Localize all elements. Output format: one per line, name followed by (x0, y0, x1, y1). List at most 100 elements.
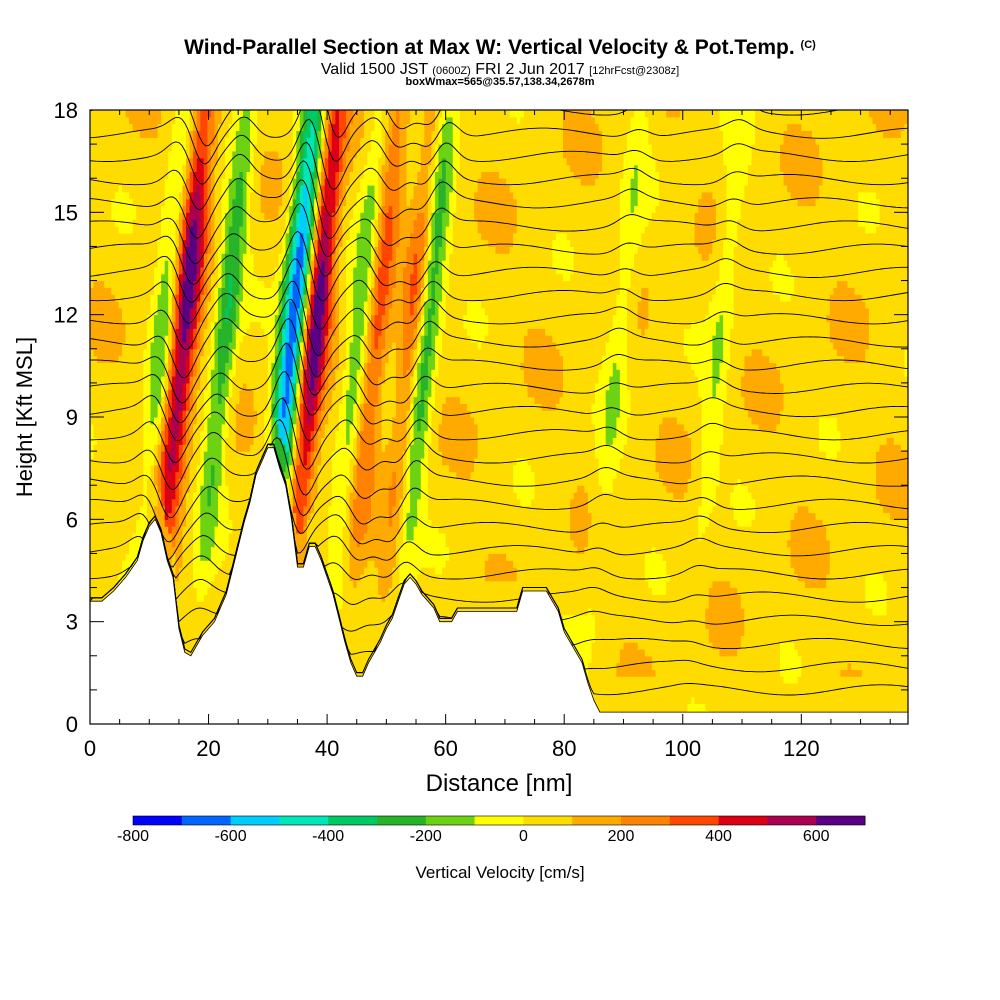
w-cell (207, 116, 212, 125)
w-cell (107, 355, 112, 363)
w-cell (282, 246, 287, 254)
w-cell (161, 137, 166, 145)
w-cell (111, 546, 116, 554)
w-cell (221, 301, 226, 309)
w-cell (193, 553, 198, 561)
w-cell (278, 457, 283, 466)
w-cell (257, 355, 262, 363)
w-cell (264, 226, 269, 234)
w-cell (196, 150, 201, 159)
w-cell (246, 362, 251, 370)
w-cell (264, 280, 269, 288)
w-cell (210, 116, 216, 125)
w-cell (139, 485, 144, 493)
w-cell (178, 382, 184, 391)
w-cell (161, 464, 166, 473)
w-cell (164, 512, 169, 520)
w-cell (143, 280, 148, 288)
w-cell (253, 314, 258, 323)
w-cell (228, 437, 233, 445)
w-cell (207, 335, 212, 343)
w-cell (200, 212, 205, 220)
w-cell (250, 314, 255, 323)
w-cell (182, 369, 187, 377)
w-cell (274, 314, 280, 323)
w-cell (175, 369, 180, 377)
w-cell (250, 389, 255, 398)
w-cell (136, 348, 141, 357)
w-cell (267, 307, 272, 316)
w-cell (93, 587, 98, 595)
w-cell (107, 382, 112, 391)
w-cell (196, 253, 201, 261)
w-cell (210, 164, 216, 172)
w-cell (111, 560, 116, 568)
w-cell (282, 185, 287, 193)
w-cell (111, 355, 116, 363)
w-cell (228, 478, 233, 486)
w-cell (154, 348, 159, 357)
w-cell (178, 608, 184, 616)
w-cell (225, 273, 230, 282)
w-cell (150, 355, 155, 363)
w-cell (246, 280, 251, 288)
w-cell (253, 266, 258, 275)
w-cell (157, 492, 162, 500)
w-cell (278, 430, 283, 438)
w-cell (257, 232, 262, 241)
w-cell (210, 587, 216, 595)
w-cell (118, 219, 123, 227)
w-cell (157, 301, 162, 309)
w-cell (282, 471, 287, 479)
w-cell (186, 417, 191, 425)
w-cell (200, 246, 205, 254)
w-cell (90, 580, 95, 589)
w-cell (132, 498, 137, 507)
w-cell (171, 546, 176, 554)
w-cell (225, 362, 230, 370)
w-cell (132, 451, 137, 459)
w-cell (271, 246, 276, 254)
w-cell (175, 164, 180, 172)
w-cell (154, 430, 159, 438)
w-cell (257, 137, 262, 145)
w-cell (143, 191, 148, 200)
w-cell (214, 492, 219, 500)
w-cell (168, 226, 173, 234)
w-cell (200, 205, 205, 213)
w-cell (104, 185, 109, 193)
w-cell (200, 314, 205, 323)
w-cell (214, 348, 219, 357)
w-cell (107, 137, 112, 145)
w-cell (228, 369, 233, 377)
w-cell (107, 232, 112, 241)
w-cell (161, 457, 166, 466)
w-cell (93, 232, 98, 241)
w-cell (253, 171, 258, 179)
w-cell (282, 348, 287, 357)
w-cell (193, 451, 198, 459)
w-cell (164, 260, 169, 268)
w-cell (260, 403, 265, 411)
w-cell (93, 314, 98, 323)
w-cell (107, 328, 112, 336)
w-cell (282, 307, 287, 316)
w-cell (260, 137, 265, 145)
w-cell (139, 137, 144, 145)
w-cell (232, 198, 237, 207)
w-cell (225, 342, 230, 350)
w-cell (93, 205, 98, 213)
w-cell (104, 226, 109, 234)
w-cell (168, 451, 173, 459)
w-cell (111, 116, 116, 125)
w-cell (122, 423, 127, 432)
w-cell (97, 314, 102, 323)
w-cell (150, 423, 155, 432)
w-cell (186, 157, 191, 166)
w-cell (97, 342, 102, 350)
w-cell (189, 457, 194, 466)
w-cell (122, 171, 127, 179)
w-cell (111, 505, 116, 514)
w-cell (132, 519, 137, 527)
w-cell (132, 232, 137, 241)
